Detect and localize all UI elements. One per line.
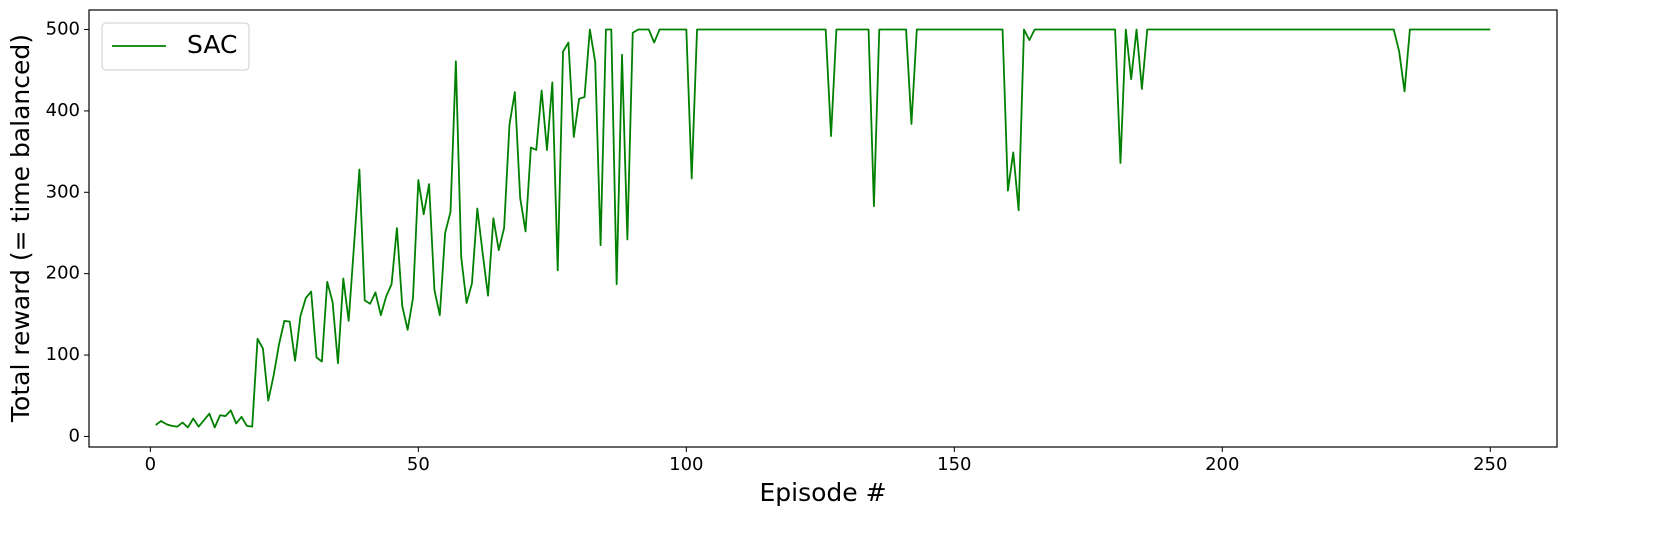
- x-tick-label: 150: [937, 454, 971, 475]
- legend-box: [101, 22, 250, 71]
- x-tick-label: 50: [407, 454, 430, 475]
- y-tick-label: 300: [46, 181, 80, 202]
- legend-label: SAC: [187, 30, 237, 59]
- y-tick-label: 100: [46, 344, 80, 365]
- plot-frame: [88, 9, 1558, 448]
- x-tick-label: 100: [669, 454, 703, 475]
- x-tick-label: 0: [145, 454, 156, 475]
- x-tick-label: 250: [1473, 454, 1507, 475]
- y-tick-label: 400: [46, 100, 80, 121]
- x-axis-label: Episode #: [759, 478, 886, 507]
- y-tick-label: 200: [46, 263, 80, 284]
- data-line: [155, 28, 1491, 429]
- y-tick-label: 500: [46, 19, 80, 40]
- y-axis-label: Total reward (= time balanced): [6, 34, 35, 423]
- y-tick-label: 0: [69, 425, 80, 446]
- x-tick-label: 200: [1205, 454, 1239, 475]
